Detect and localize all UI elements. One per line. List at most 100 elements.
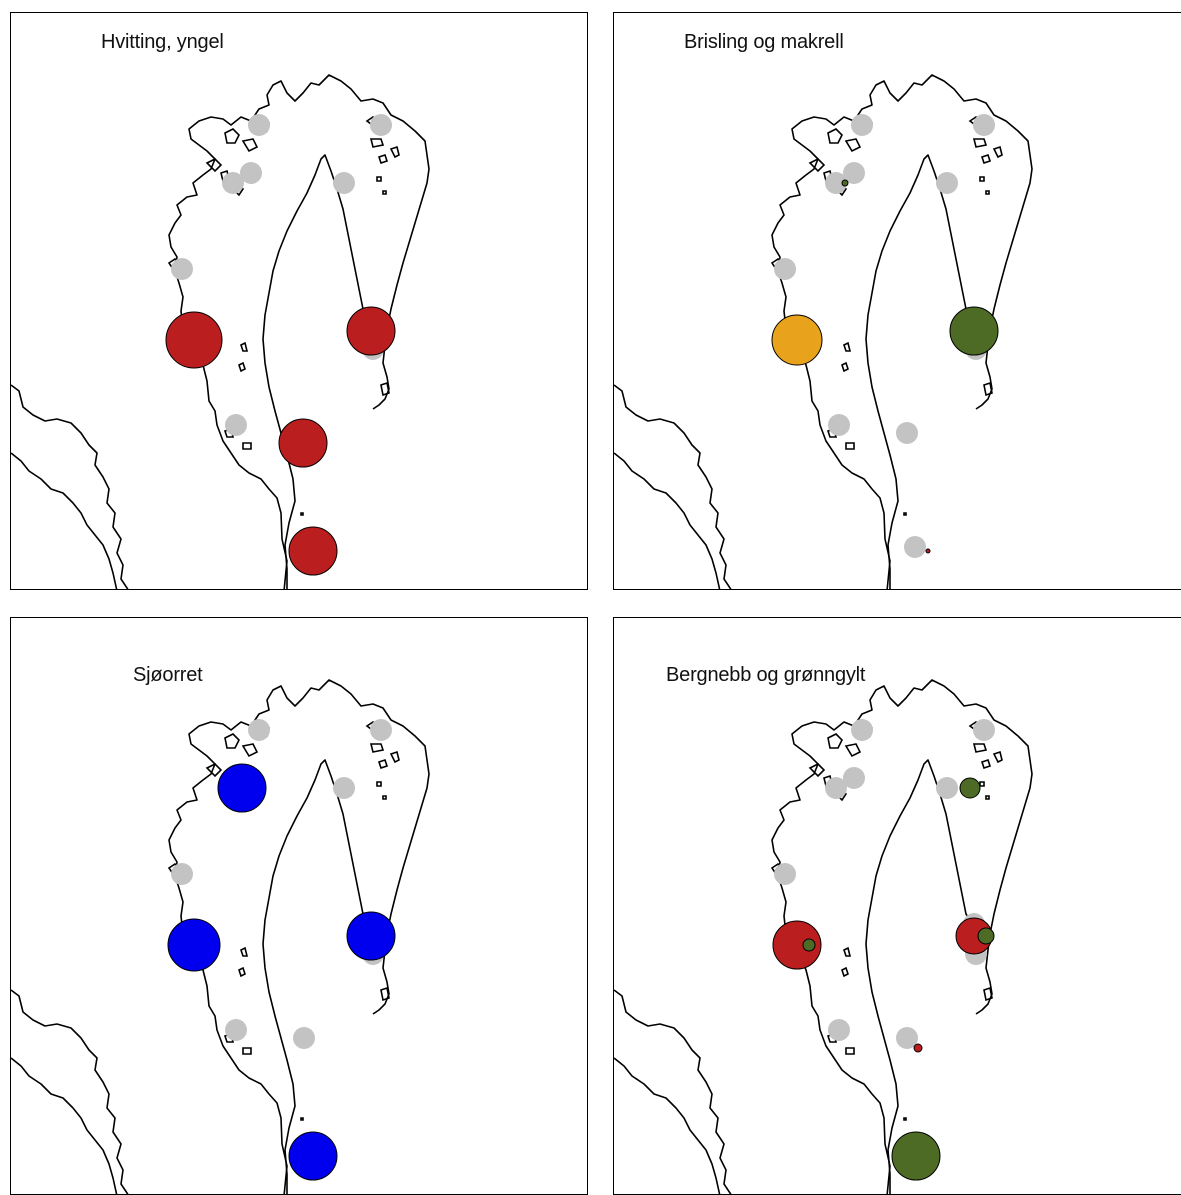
island <box>205 763 223 778</box>
station-marker-empty <box>171 258 193 280</box>
island <box>903 512 907 516</box>
station-marker-empty <box>825 172 847 194</box>
catch-marker-green <box>841 179 849 187</box>
catch-marker-green <box>949 306 999 356</box>
island <box>382 190 387 195</box>
panel-title: Bergnebb og grønngylt <box>666 664 866 686</box>
island <box>980 153 992 165</box>
catch-marker-red <box>288 526 338 576</box>
station-marker-empty <box>896 422 918 444</box>
island <box>985 190 990 195</box>
station-marker-empty <box>936 777 958 799</box>
station-marker-empty <box>370 114 392 136</box>
island <box>369 138 385 148</box>
station-marker-empty <box>851 114 873 136</box>
island <box>992 145 1003 159</box>
station-marker-empty <box>973 719 995 741</box>
map-svg <box>11 74 430 589</box>
station-marker-empty <box>240 162 262 184</box>
island <box>983 986 993 1002</box>
island <box>843 946 852 957</box>
catch-marker-green <box>891 1131 941 1181</box>
coast-peninsula <box>865 759 971 1194</box>
catch-marker-red <box>165 311 223 369</box>
coast-west <box>771 679 1033 1194</box>
station-marker-empty <box>828 1019 850 1041</box>
island <box>389 145 400 159</box>
island <box>376 781 382 787</box>
station-marker-empty <box>896 1027 918 1049</box>
coast-west <box>771 74 1033 589</box>
island <box>224 733 240 749</box>
island <box>808 763 826 778</box>
island <box>205 158 223 173</box>
catch-marker-blue <box>346 911 396 961</box>
island <box>242 442 252 450</box>
island <box>845 442 855 450</box>
island <box>985 795 990 800</box>
coast-west <box>168 679 430 1194</box>
island <box>980 758 992 770</box>
catch-marker-red <box>346 306 396 356</box>
station-marker-empty <box>171 863 193 885</box>
catch-marker-red <box>278 418 328 468</box>
island <box>369 743 385 753</box>
island <box>241 138 259 153</box>
station-marker-empty <box>851 719 873 741</box>
coast-peninsula <box>865 154 971 589</box>
island <box>240 946 249 957</box>
station-marker-empty <box>825 777 847 799</box>
island <box>382 795 387 800</box>
map-svg <box>614 74 1033 589</box>
coast-southwest <box>614 384 732 589</box>
island <box>979 781 985 787</box>
map-panel-4: Bergnebb og grønngylt <box>613 617 1181 1195</box>
island <box>389 750 400 764</box>
station-marker-empty <box>222 172 244 194</box>
coast-southwest <box>614 989 732 1194</box>
island <box>224 128 240 144</box>
island <box>238 966 246 978</box>
island <box>300 1117 304 1121</box>
station-marker-empty <box>293 1027 315 1049</box>
island <box>380 986 390 1002</box>
island <box>992 750 1003 764</box>
station-marker-empty <box>333 777 355 799</box>
island <box>380 381 390 397</box>
catch-marker-blue <box>288 1131 338 1181</box>
catch-marker-red <box>913 1043 923 1053</box>
panel-title: Brisling og makrell <box>684 31 844 53</box>
map-svg <box>614 679 1033 1194</box>
island <box>300 512 304 516</box>
island <box>241 743 259 758</box>
catch-marker-green <box>959 777 981 799</box>
coast-southwest <box>11 384 129 589</box>
island <box>841 966 849 978</box>
island <box>377 153 389 165</box>
island <box>808 158 826 173</box>
station-marker-empty <box>843 767 865 789</box>
station-marker-empty <box>973 114 995 136</box>
island <box>238 361 246 373</box>
panel-title: Sjøorret <box>133 664 203 686</box>
map-panel-2: Brisling og makrell <box>613 12 1181 590</box>
station-marker-empty <box>225 414 247 436</box>
island <box>972 743 988 753</box>
coastline <box>11 74 430 589</box>
station-marker-empty <box>370 719 392 741</box>
coast-southwest <box>11 989 129 1194</box>
catch-marker-blue <box>217 763 267 813</box>
map-panel-1: Hvitting, yngel <box>10 12 588 590</box>
station-marker-empty <box>248 114 270 136</box>
map-panel-3: Sjøorret <box>10 617 588 1195</box>
station-marker-empty <box>774 863 796 885</box>
island <box>843 341 852 352</box>
island <box>827 128 843 144</box>
catch-marker-red <box>772 920 822 970</box>
catch-marker-blue <box>167 918 221 972</box>
station-marker-empty <box>225 1019 247 1041</box>
island <box>983 381 993 397</box>
island <box>844 138 862 153</box>
coast-west <box>168 74 430 589</box>
station-marker-empty <box>843 162 865 184</box>
